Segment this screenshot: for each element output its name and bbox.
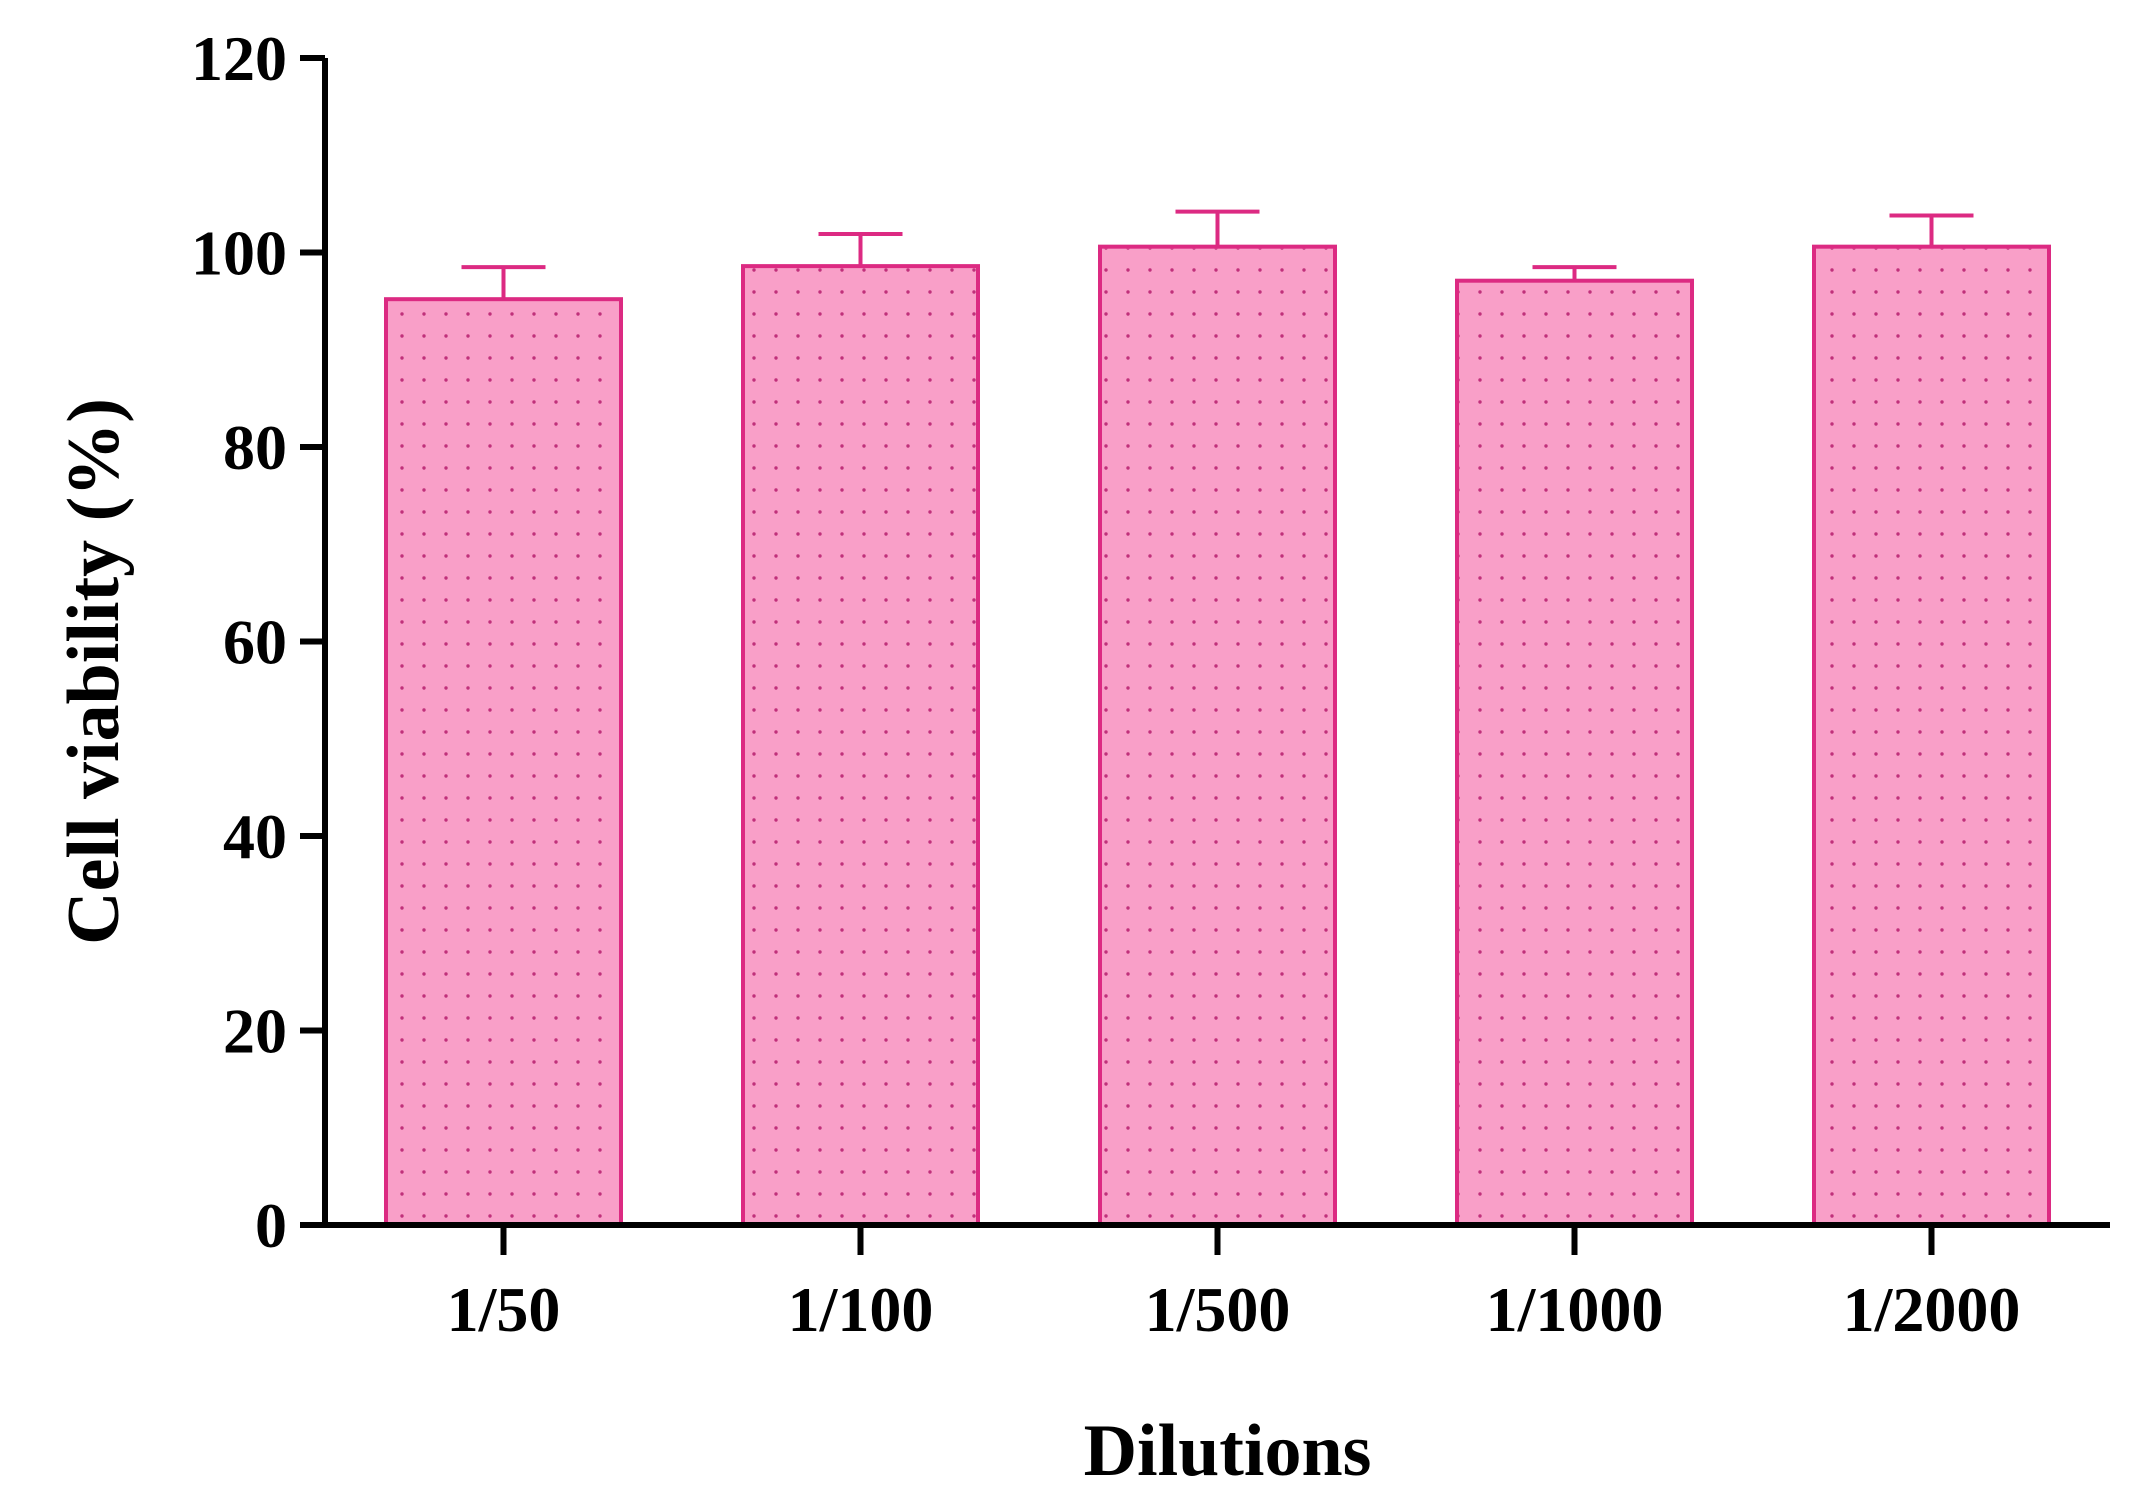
x-tick-label: 1/100 — [788, 1274, 934, 1345]
y-tick-label: 0 — [255, 1190, 287, 1261]
bar-texture — [1816, 248, 2047, 1224]
x-axis-ticks: 1/50 1/100 1/500 1/1000 1/2000 — [447, 1225, 2021, 1345]
y-tick-label: 100 — [191, 218, 287, 289]
y-tick-label: 120 — [191, 23, 287, 94]
y-tick-label: 60 — [223, 607, 287, 678]
y-axis-ticks: 0 20 40 60 80 100 120 — [191, 23, 325, 1261]
y-tick-label: 80 — [223, 412, 287, 483]
y-tick-label: 20 — [223, 996, 287, 1067]
y-axis-title: Cell viability (%) — [53, 398, 135, 945]
bar-texture — [1102, 248, 1333, 1224]
bar-texture — [388, 301, 619, 1223]
bar-texture — [745, 268, 976, 1223]
x-axis-title: Dilutions — [1084, 1410, 1372, 1492]
bar-texture — [1459, 282, 1690, 1223]
x-tick-label: 1/50 — [447, 1274, 561, 1345]
x-tick-label: 1/500 — [1145, 1274, 1291, 1345]
x-tick-label: 1/2000 — [1843, 1274, 2021, 1345]
x-tick-label: 1/1000 — [1486, 1274, 1664, 1345]
y-tick-label: 40 — [223, 801, 287, 872]
bars-group — [384, 209, 2051, 1228]
